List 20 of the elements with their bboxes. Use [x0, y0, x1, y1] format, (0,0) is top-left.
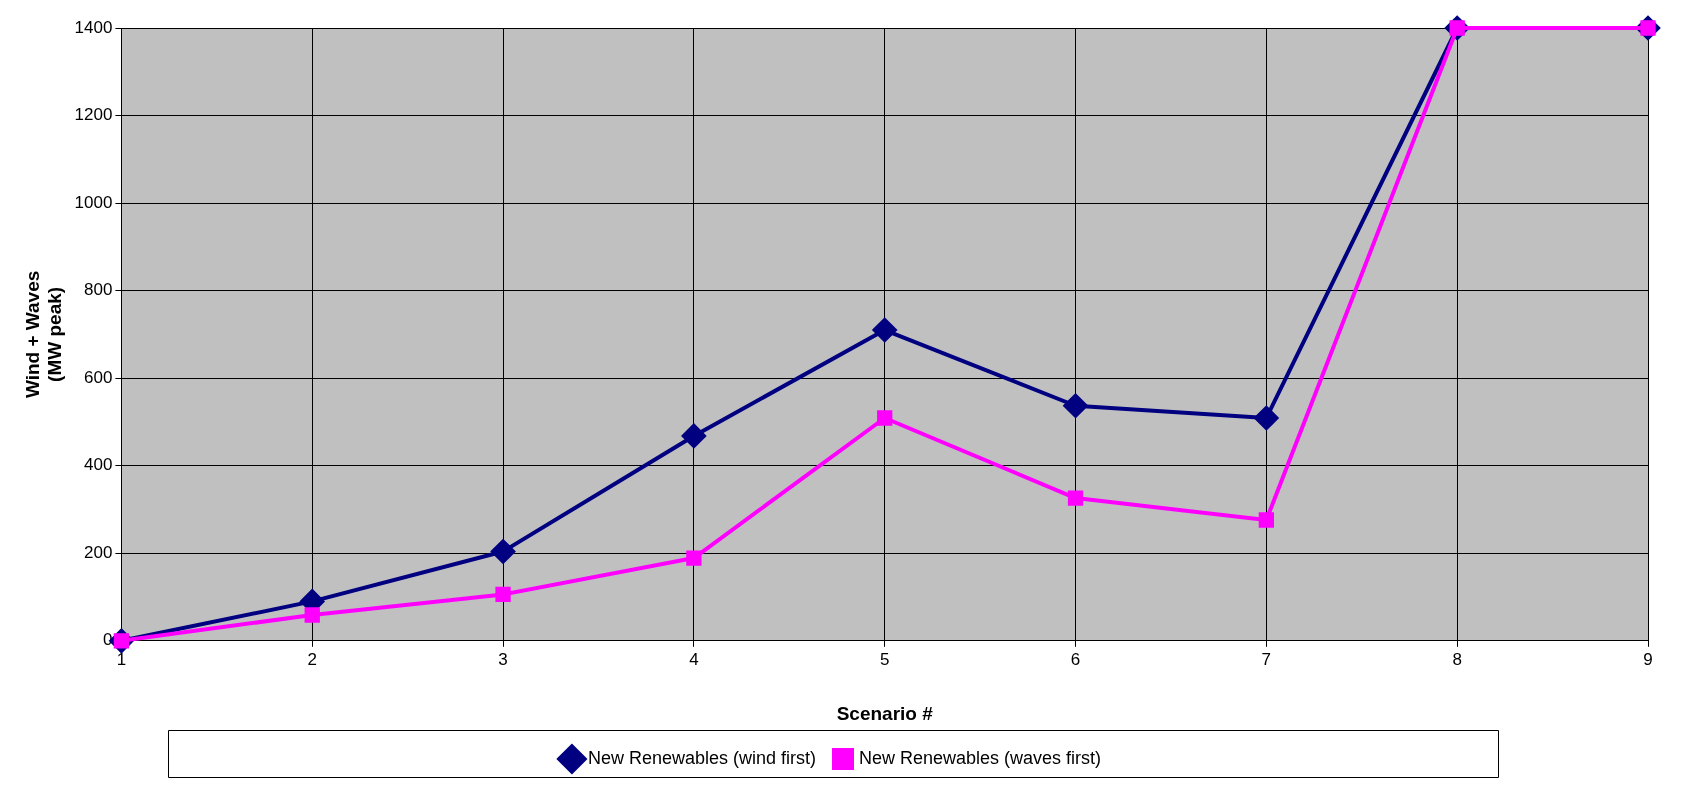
x-tick-label: 5	[879, 649, 890, 669]
legend-label: New Renewables (waves first)	[859, 747, 1102, 768]
x-tick-label: 6	[1070, 649, 1081, 669]
y-tick-label: 1000	[74, 192, 113, 212]
y-axis-title: Wind + Waves (MW peak)	[21, 270, 66, 399]
x-tick-label: 9	[1643, 649, 1653, 669]
y-tick-label: 1400	[74, 17, 113, 37]
x-tick-label: 8	[1452, 649, 1462, 669]
y-tick-label: 800	[84, 280, 113, 300]
x-tick-label: 7	[1261, 649, 1272, 669]
x-tick-label: 1	[116, 649, 127, 669]
y-tick-label: 1200	[74, 105, 113, 125]
y-tick-label: 400	[84, 455, 113, 475]
y-tick-label: 600	[84, 367, 113, 387]
x-tick-label: 2	[307, 649, 317, 669]
legend-label: New Renewables (wind first)	[587, 747, 816, 768]
x-axis-title: Scenario #	[836, 702, 934, 724]
y-tick-label: 200	[84, 542, 113, 562]
x-tick-label: 3	[498, 649, 508, 669]
x-tick-label: 4	[689, 649, 699, 669]
